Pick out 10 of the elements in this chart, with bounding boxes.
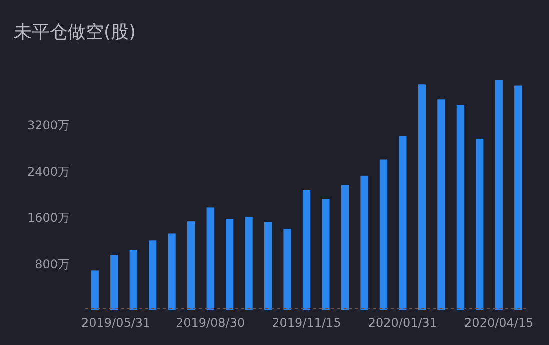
- y-tick-label: 3200万: [27, 118, 70, 133]
- x-tick-label: 2019/11/15: [272, 316, 342, 330]
- x-tick-label: 2019/08/30: [176, 316, 246, 330]
- x-tick-label: 2020/01/31: [368, 316, 438, 330]
- y-tick-label: 2400万: [27, 164, 70, 179]
- y-tick-label: 800万: [35, 257, 70, 272]
- title: 未平仓做空(股): [14, 22, 136, 43]
- x-tick-label: 2020/04/15: [464, 316, 534, 330]
- y-tick-label: 1600万: [27, 211, 70, 226]
- x-tick-label: 2019/05/31: [82, 316, 151, 330]
